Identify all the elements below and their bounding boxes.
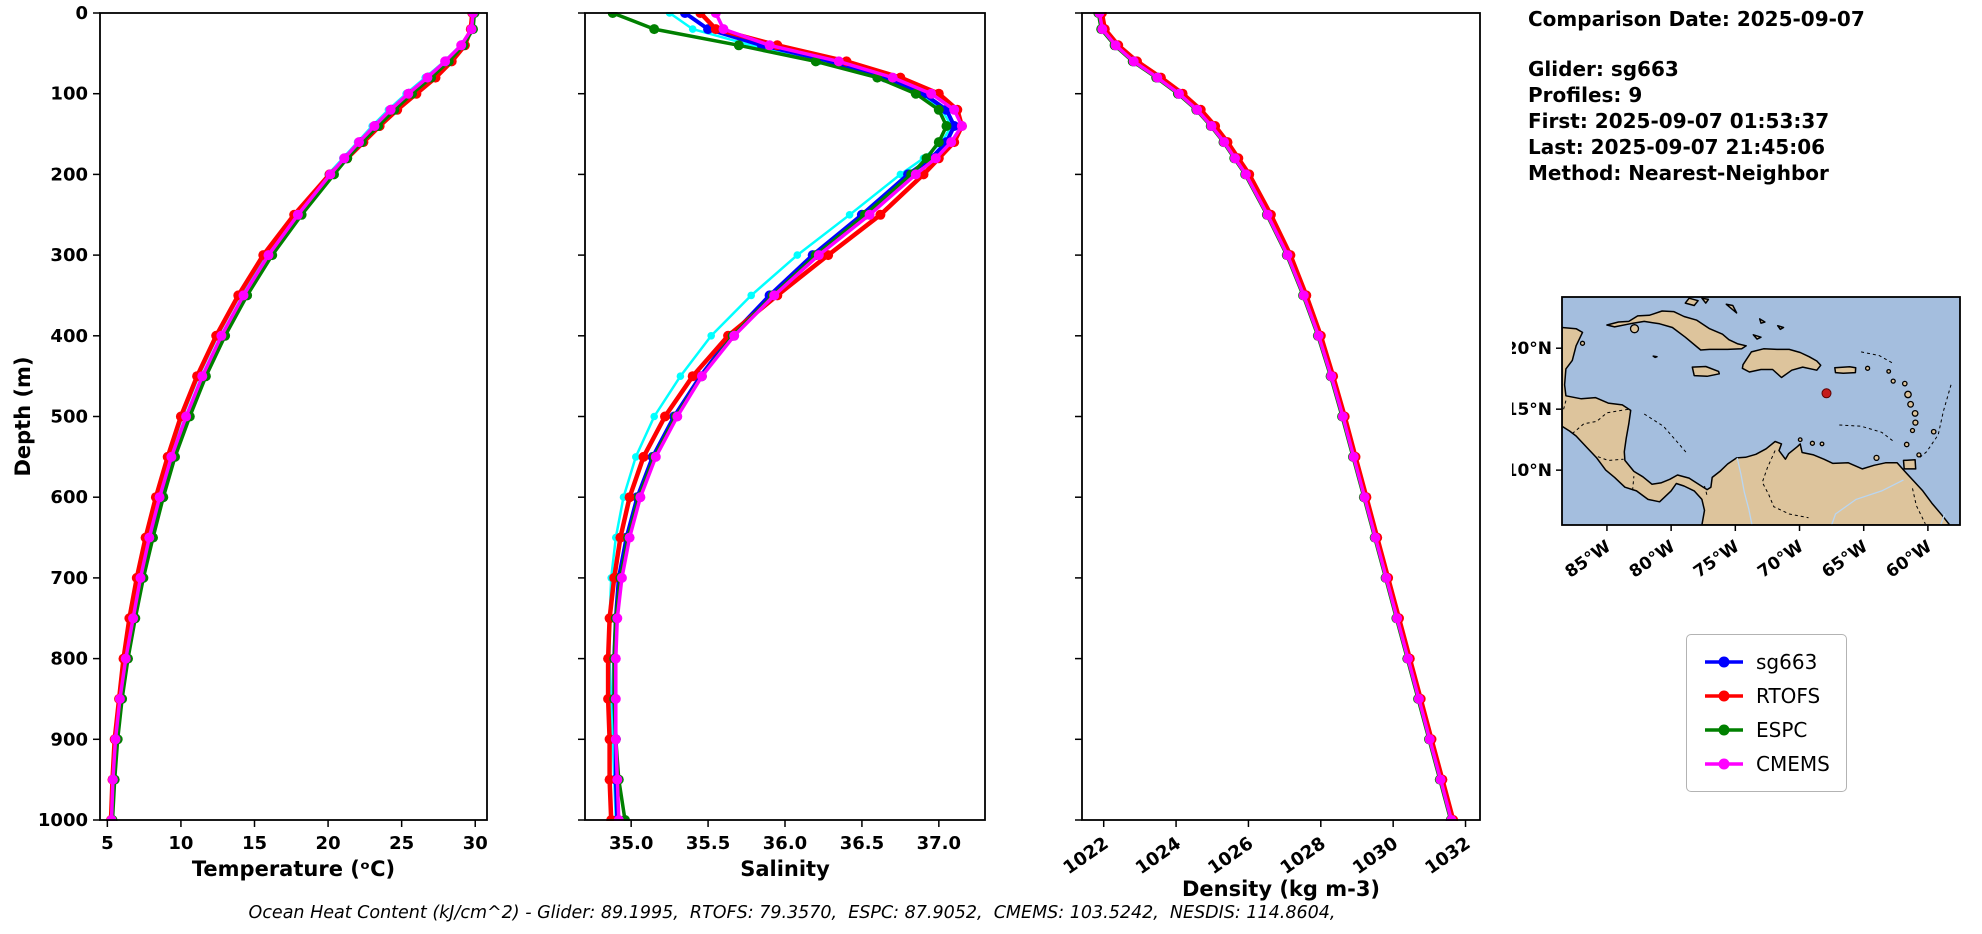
legend-label: ESPC: [1756, 718, 1808, 742]
svg-text:25: 25: [389, 833, 414, 854]
map-borders: [1562, 351, 1952, 525]
legend-item-sg663: sg663: [1703, 645, 1830, 679]
svg-text:10°N: 10°N: [1512, 461, 1552, 481]
salinity-x-ticks: 35.0 35.5 36.0 36.5 37.0: [609, 820, 961, 854]
map-frame: [1561, 296, 1961, 526]
svg-text:800: 800: [50, 649, 88, 670]
svg-text:300: 300: [50, 245, 88, 266]
svg-text:30: 30: [463, 833, 488, 854]
svg-text:35.5: 35.5: [686, 833, 730, 854]
legend-label: CMEMS: [1756, 752, 1830, 776]
svg-text:1000: 1000: [38, 810, 88, 831]
legend: sg663 RTOFS ESPC CMEMS: [1686, 634, 1847, 792]
svg-text:15°N: 15°N: [1512, 400, 1552, 420]
svg-text:1030: 1030: [1349, 833, 1402, 879]
legend-label: sg663: [1756, 650, 1818, 674]
series-ESPC-density: [1093, 12, 1456, 821]
svg-text:0: 0: [75, 3, 88, 24]
series-sg663-temperature: [106, 12, 479, 821]
legend-item-RTOFS: RTOFS: [1703, 679, 1830, 713]
series-RTOFS-density: [1096, 12, 1459, 821]
temperature-panel: 0 100 200 300 400 500 600 700 800 900 1000 5 10 15 20 2…: [38, 3, 488, 881]
profiles-count-text: Profiles: 9: [1528, 83, 1643, 107]
svg-text:400: 400: [50, 326, 88, 347]
svg-text:36.5: 36.5: [840, 833, 884, 854]
density-x-ticks: 1022 1024 1026 1028 1030 1032: [1059, 820, 1474, 879]
info-block: Comparison Date: 2025-09-07 Glider: sg66…: [1528, 6, 1865, 186]
salinity-frame: [584, 12, 986, 821]
first-profile-time-text: First: 2025-09-07 01:53:37: [1528, 109, 1830, 133]
glider-name-text: Glider: sg663: [1528, 57, 1679, 81]
series-ESPC-salinity: [607, 12, 952, 821]
svg-text:900: 900: [50, 729, 88, 750]
temperature-y-ticks: 0 100 200 300 400 500 600 700 800 900 1000: [38, 3, 100, 831]
svg-text:65°W: 65°W: [1818, 537, 1871, 583]
comparison-date-text: Comparison Date: 2025-09-07: [1528, 7, 1865, 31]
svg-text:80°W: 80°W: [1626, 537, 1679, 583]
map-islands: [1579, 324, 1937, 462]
svg-text:15: 15: [242, 833, 267, 854]
glider-position-marker: [1821, 388, 1832, 399]
svg-text:1028: 1028: [1277, 833, 1330, 879]
svg-text:5: 5: [101, 833, 114, 854]
series-CMEMS-density: [1094, 12, 1457, 821]
svg-text:10: 10: [168, 833, 193, 854]
map-area: [1562, 297, 1960, 525]
density-y-ticks: [1075, 12, 1082, 821]
last-profile-time-text: Last: 2025-09-07 21:45:06: [1528, 135, 1826, 159]
svg-text:1024: 1024: [1132, 833, 1185, 879]
salinity-axis-label: Salinity: [740, 857, 830, 881]
svg-text:1032: 1032: [1421, 833, 1474, 879]
temperature-axis-label: Temperature (ᵒC): [192, 857, 395, 881]
svg-text:35.0: 35.0: [609, 833, 653, 854]
series-glider-obs-salinity: [605, 12, 955, 821]
svg-text:1026: 1026: [1204, 833, 1257, 879]
svg-text:75°W: 75°W: [1690, 537, 1743, 583]
series-glider-obs-temperature: [108, 12, 478, 821]
legend-line-sample: [1705, 724, 1743, 736]
series-RTOFS-temperature: [106, 12, 478, 821]
density-panel: 1022 1024 1026 1028 1030 1032 Density (kg m-3): [1059, 12, 1481, 901]
series-sg663-density: [1095, 12, 1457, 821]
svg-text:20: 20: [316, 833, 341, 854]
svg-text:600: 600: [50, 487, 88, 508]
svg-text:1022: 1022: [1059, 833, 1112, 879]
svg-text:37.0: 37.0: [917, 833, 961, 854]
svg-text:70°W: 70°W: [1754, 537, 1807, 583]
location-map: 85°W80°W75°W70°W65°W 60°W 20°N 15°N 10°N: [1512, 296, 1961, 583]
temperature-frame: [99, 12, 488, 821]
temperature-x-ticks: 5 10 15 20 25 30: [101, 820, 488, 854]
svg-text:36.0: 36.0: [763, 833, 807, 854]
svg-text:20°N: 20°N: [1512, 339, 1552, 359]
svg-text:85°W: 85°W: [1562, 537, 1615, 583]
method-text: Method: Nearest-Neighbor: [1528, 161, 1829, 185]
legend-label: RTOFS: [1756, 684, 1821, 708]
svg-text:500: 500: [50, 407, 88, 428]
legend-item-CMEMS: CMEMS: [1703, 747, 1830, 781]
legend-line-sample: [1705, 656, 1743, 668]
series-CMEMS-temperature: [106, 12, 478, 821]
ohc-caption: Ocean Heat Content (kJ/cm^2) - Glider: 8…: [248, 903, 1336, 923]
density-axis-label: Density (kg m-3): [1182, 877, 1380, 901]
svg-text:100: 100: [50, 84, 88, 105]
legend-line-sample: [1705, 758, 1743, 770]
legend-item-ESPC: ESPC: [1703, 713, 1830, 747]
map-rivers: [1736, 457, 1946, 525]
map-land: [1562, 297, 1951, 525]
series-glider-obs-density: [1096, 12, 1456, 821]
legend-line-sample: [1705, 690, 1743, 702]
depth-axis-label: Depth (m): [11, 356, 35, 476]
salinity-y-ticks: [578, 12, 585, 821]
series-CMEMS-salinity: [610, 12, 967, 821]
salinity-panel: 35.0 35.5 36.0 36.5 37.0 Salinity: [578, 12, 986, 881]
series-ESPC-temperature: [107, 12, 480, 821]
svg-text:60°W: 60°W: [1883, 537, 1936, 583]
svg-text:200: 200: [50, 164, 88, 185]
svg-text:700: 700: [50, 568, 88, 589]
